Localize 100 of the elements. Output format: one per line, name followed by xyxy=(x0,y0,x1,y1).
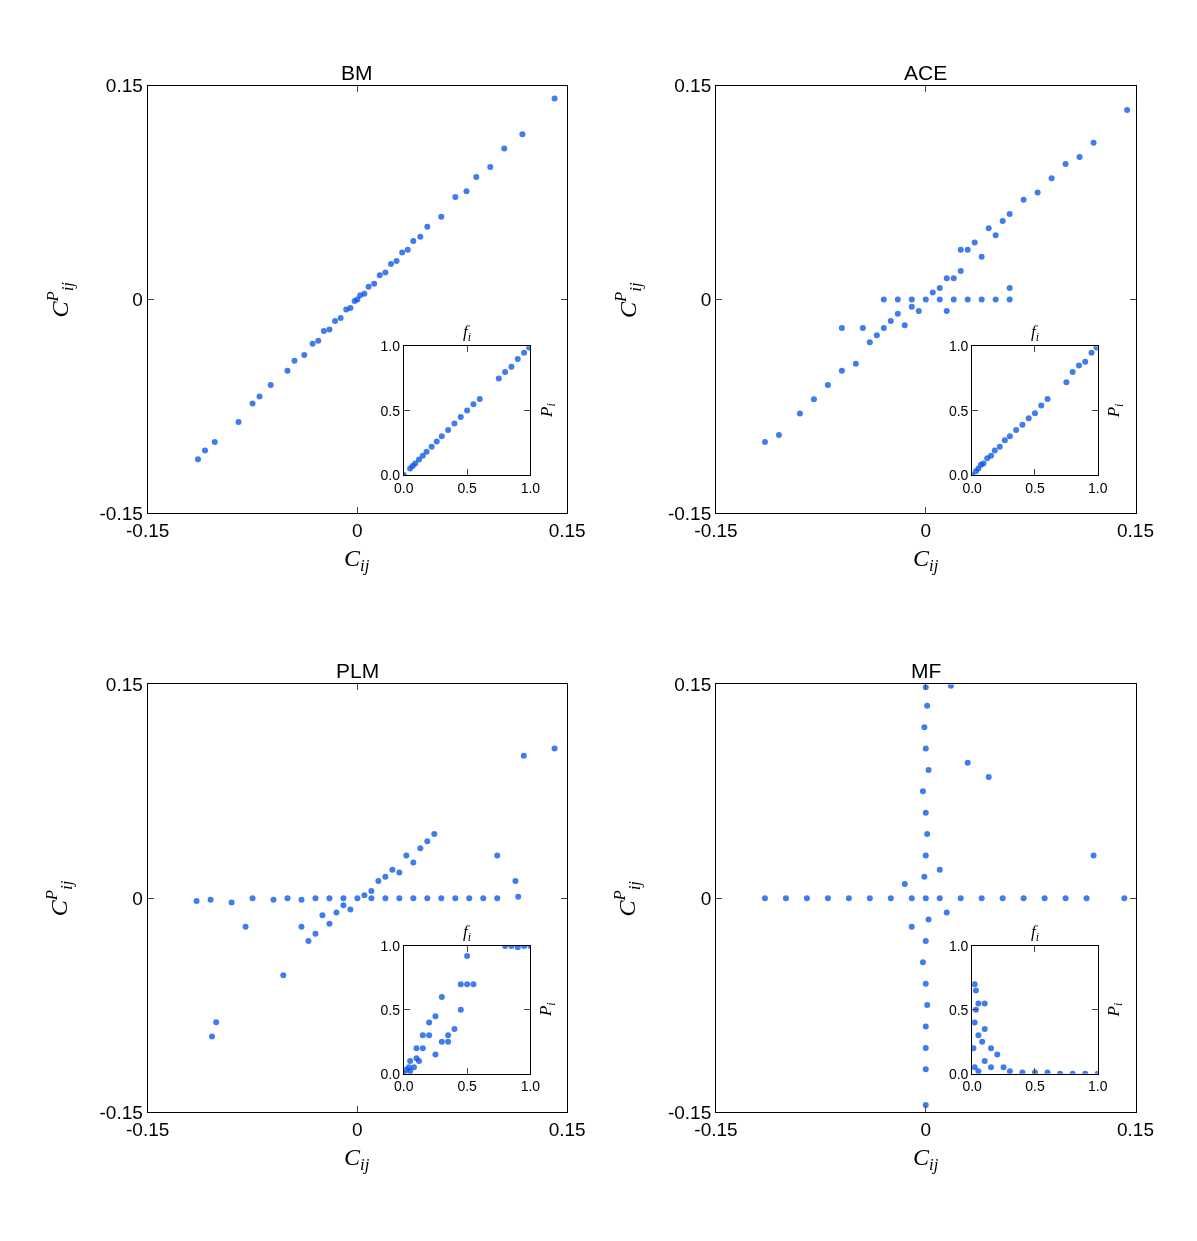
point xyxy=(291,357,298,364)
point xyxy=(463,188,470,195)
point xyxy=(824,895,831,902)
point xyxy=(922,745,929,752)
point xyxy=(301,352,308,359)
point xyxy=(925,916,932,923)
point xyxy=(494,852,501,859)
y-tick-label: 0.5 xyxy=(948,402,969,419)
y-tick-label: 1.0 xyxy=(948,937,969,954)
y-tick-label: 0 xyxy=(132,887,143,909)
point xyxy=(419,1032,426,1039)
point xyxy=(211,439,218,446)
point xyxy=(1041,895,1048,902)
point xyxy=(413,1045,420,1052)
point xyxy=(880,325,887,332)
point xyxy=(464,407,471,414)
point xyxy=(551,745,558,752)
point xyxy=(333,909,340,916)
y-tick-label: 1.0 xyxy=(380,937,401,954)
point xyxy=(382,269,389,276)
y-tick-label: -0.15 xyxy=(667,502,712,524)
point xyxy=(432,1051,439,1058)
point xyxy=(424,223,431,230)
point xyxy=(249,400,256,407)
point xyxy=(438,1038,445,1045)
point xyxy=(382,895,389,902)
point xyxy=(838,367,845,374)
point xyxy=(922,1066,929,1073)
point xyxy=(487,163,494,170)
point xyxy=(991,447,998,454)
point xyxy=(1006,1068,1013,1074)
point xyxy=(424,895,431,902)
point xyxy=(981,1000,988,1007)
point xyxy=(880,296,887,303)
point xyxy=(988,1045,994,1052)
point xyxy=(894,310,901,317)
point xyxy=(457,1006,464,1013)
point xyxy=(326,920,333,927)
point xyxy=(988,1064,994,1071)
point xyxy=(1121,895,1128,902)
x-tick-label: 0.15 xyxy=(1117,1118,1154,1140)
point xyxy=(423,448,430,455)
chart-title: MF xyxy=(911,659,942,682)
point xyxy=(929,289,936,296)
point xyxy=(280,972,287,979)
point xyxy=(796,410,803,417)
x-tick-label: 0.5 xyxy=(457,1078,478,1095)
point xyxy=(431,831,438,838)
point xyxy=(964,759,971,766)
point xyxy=(361,892,368,899)
point xyxy=(410,859,417,866)
point xyxy=(389,866,396,873)
point xyxy=(1013,426,1020,433)
point xyxy=(438,994,445,1001)
point xyxy=(438,433,445,440)
point xyxy=(1048,175,1055,182)
y-tick-label: -0.15 xyxy=(667,1101,712,1123)
point xyxy=(340,895,347,902)
point xyxy=(922,937,929,944)
point xyxy=(979,1038,986,1045)
x-tick-label: 0 xyxy=(920,1118,932,1140)
point xyxy=(403,852,410,859)
point xyxy=(396,895,403,902)
point xyxy=(312,930,319,937)
point xyxy=(988,452,994,459)
point xyxy=(999,218,1006,225)
point xyxy=(824,382,831,389)
point xyxy=(1090,852,1097,859)
point xyxy=(368,888,375,895)
point xyxy=(426,1019,433,1026)
point xyxy=(782,895,789,902)
point xyxy=(417,233,424,240)
point xyxy=(1000,1064,1007,1071)
point xyxy=(859,325,866,332)
point xyxy=(445,1038,452,1045)
point xyxy=(1062,161,1069,168)
x-tick-label: 0.15 xyxy=(548,520,586,542)
point xyxy=(908,303,915,310)
point xyxy=(936,895,943,902)
point xyxy=(387,260,394,267)
point xyxy=(464,981,471,988)
point xyxy=(981,1057,988,1064)
point xyxy=(919,788,926,795)
point xyxy=(267,382,274,389)
x-tick-label: 1.0 xyxy=(1088,1078,1108,1095)
point xyxy=(810,396,817,403)
point xyxy=(419,452,426,459)
point xyxy=(432,1013,439,1020)
point xyxy=(894,296,901,303)
y-tick-label: 0.15 xyxy=(105,75,143,97)
point xyxy=(326,326,333,333)
point xyxy=(514,356,521,363)
point xyxy=(845,895,852,902)
point xyxy=(1124,106,1131,113)
x-axis-title: C$_{ij}$ xyxy=(913,1144,939,1175)
point xyxy=(1025,415,1032,422)
point xyxy=(887,895,894,902)
point xyxy=(515,893,522,900)
point xyxy=(887,317,894,324)
x-axis-title: f$_{i}$ xyxy=(1031,322,1040,344)
